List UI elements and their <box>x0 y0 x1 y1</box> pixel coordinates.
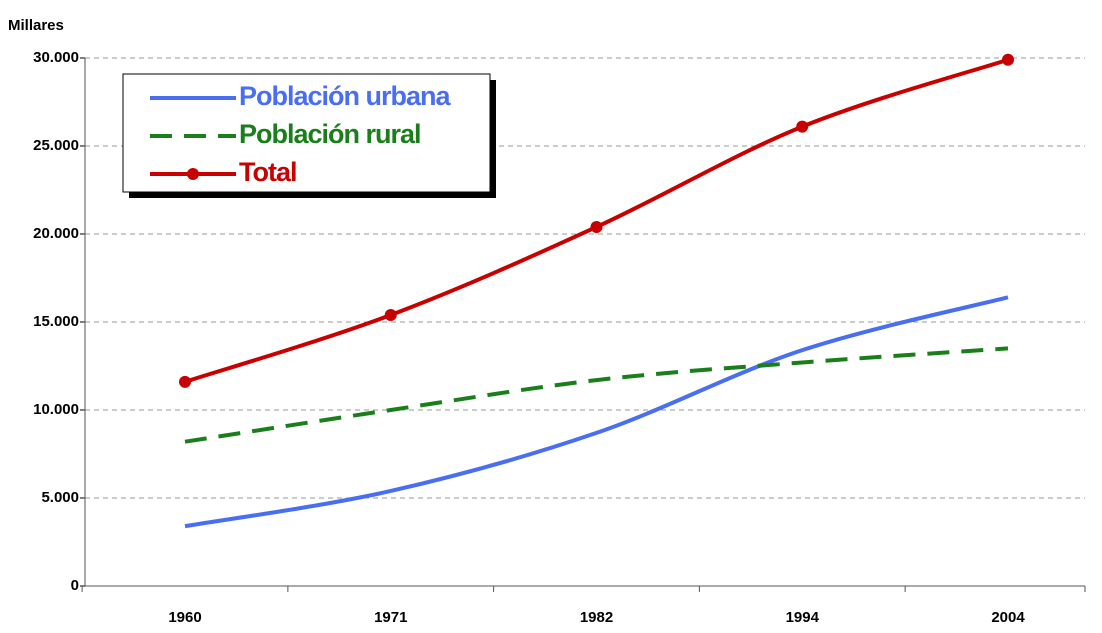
point <box>590 220 603 233</box>
series-line <box>184 295 1009 529</box>
x-tick-label: 1960 <box>168 609 201 626</box>
series-line <box>184 346 1009 444</box>
y-tick-label: 20.000 <box>33 225 79 242</box>
point <box>384 308 397 321</box>
x-tick-label: 1971 <box>374 609 407 626</box>
legend-label: Población rural <box>239 119 421 149</box>
x-tick-label: 1994 <box>786 609 820 626</box>
point <box>179 375 191 388</box>
point <box>1002 53 1014 66</box>
y-tick-label: 30.000 <box>33 49 79 66</box>
x-tick-label: 2004 <box>991 609 1025 626</box>
legend-label: Total <box>239 157 297 187</box>
legend-marker <box>187 168 199 180</box>
legend-label: Población urbana <box>239 81 452 111</box>
point <box>796 120 809 133</box>
x-tick-label: 1982 <box>580 609 613 626</box>
y-tick-label: 10.000 <box>33 401 79 418</box>
y-axis-title: Millares <box>8 17 64 34</box>
y-tick-label: 0 <box>71 577 79 594</box>
y-tick-label: 5.000 <box>41 489 79 506</box>
y-tick-label: 15.000 <box>33 313 79 330</box>
y-tick-label: 25.000 <box>33 137 79 154</box>
